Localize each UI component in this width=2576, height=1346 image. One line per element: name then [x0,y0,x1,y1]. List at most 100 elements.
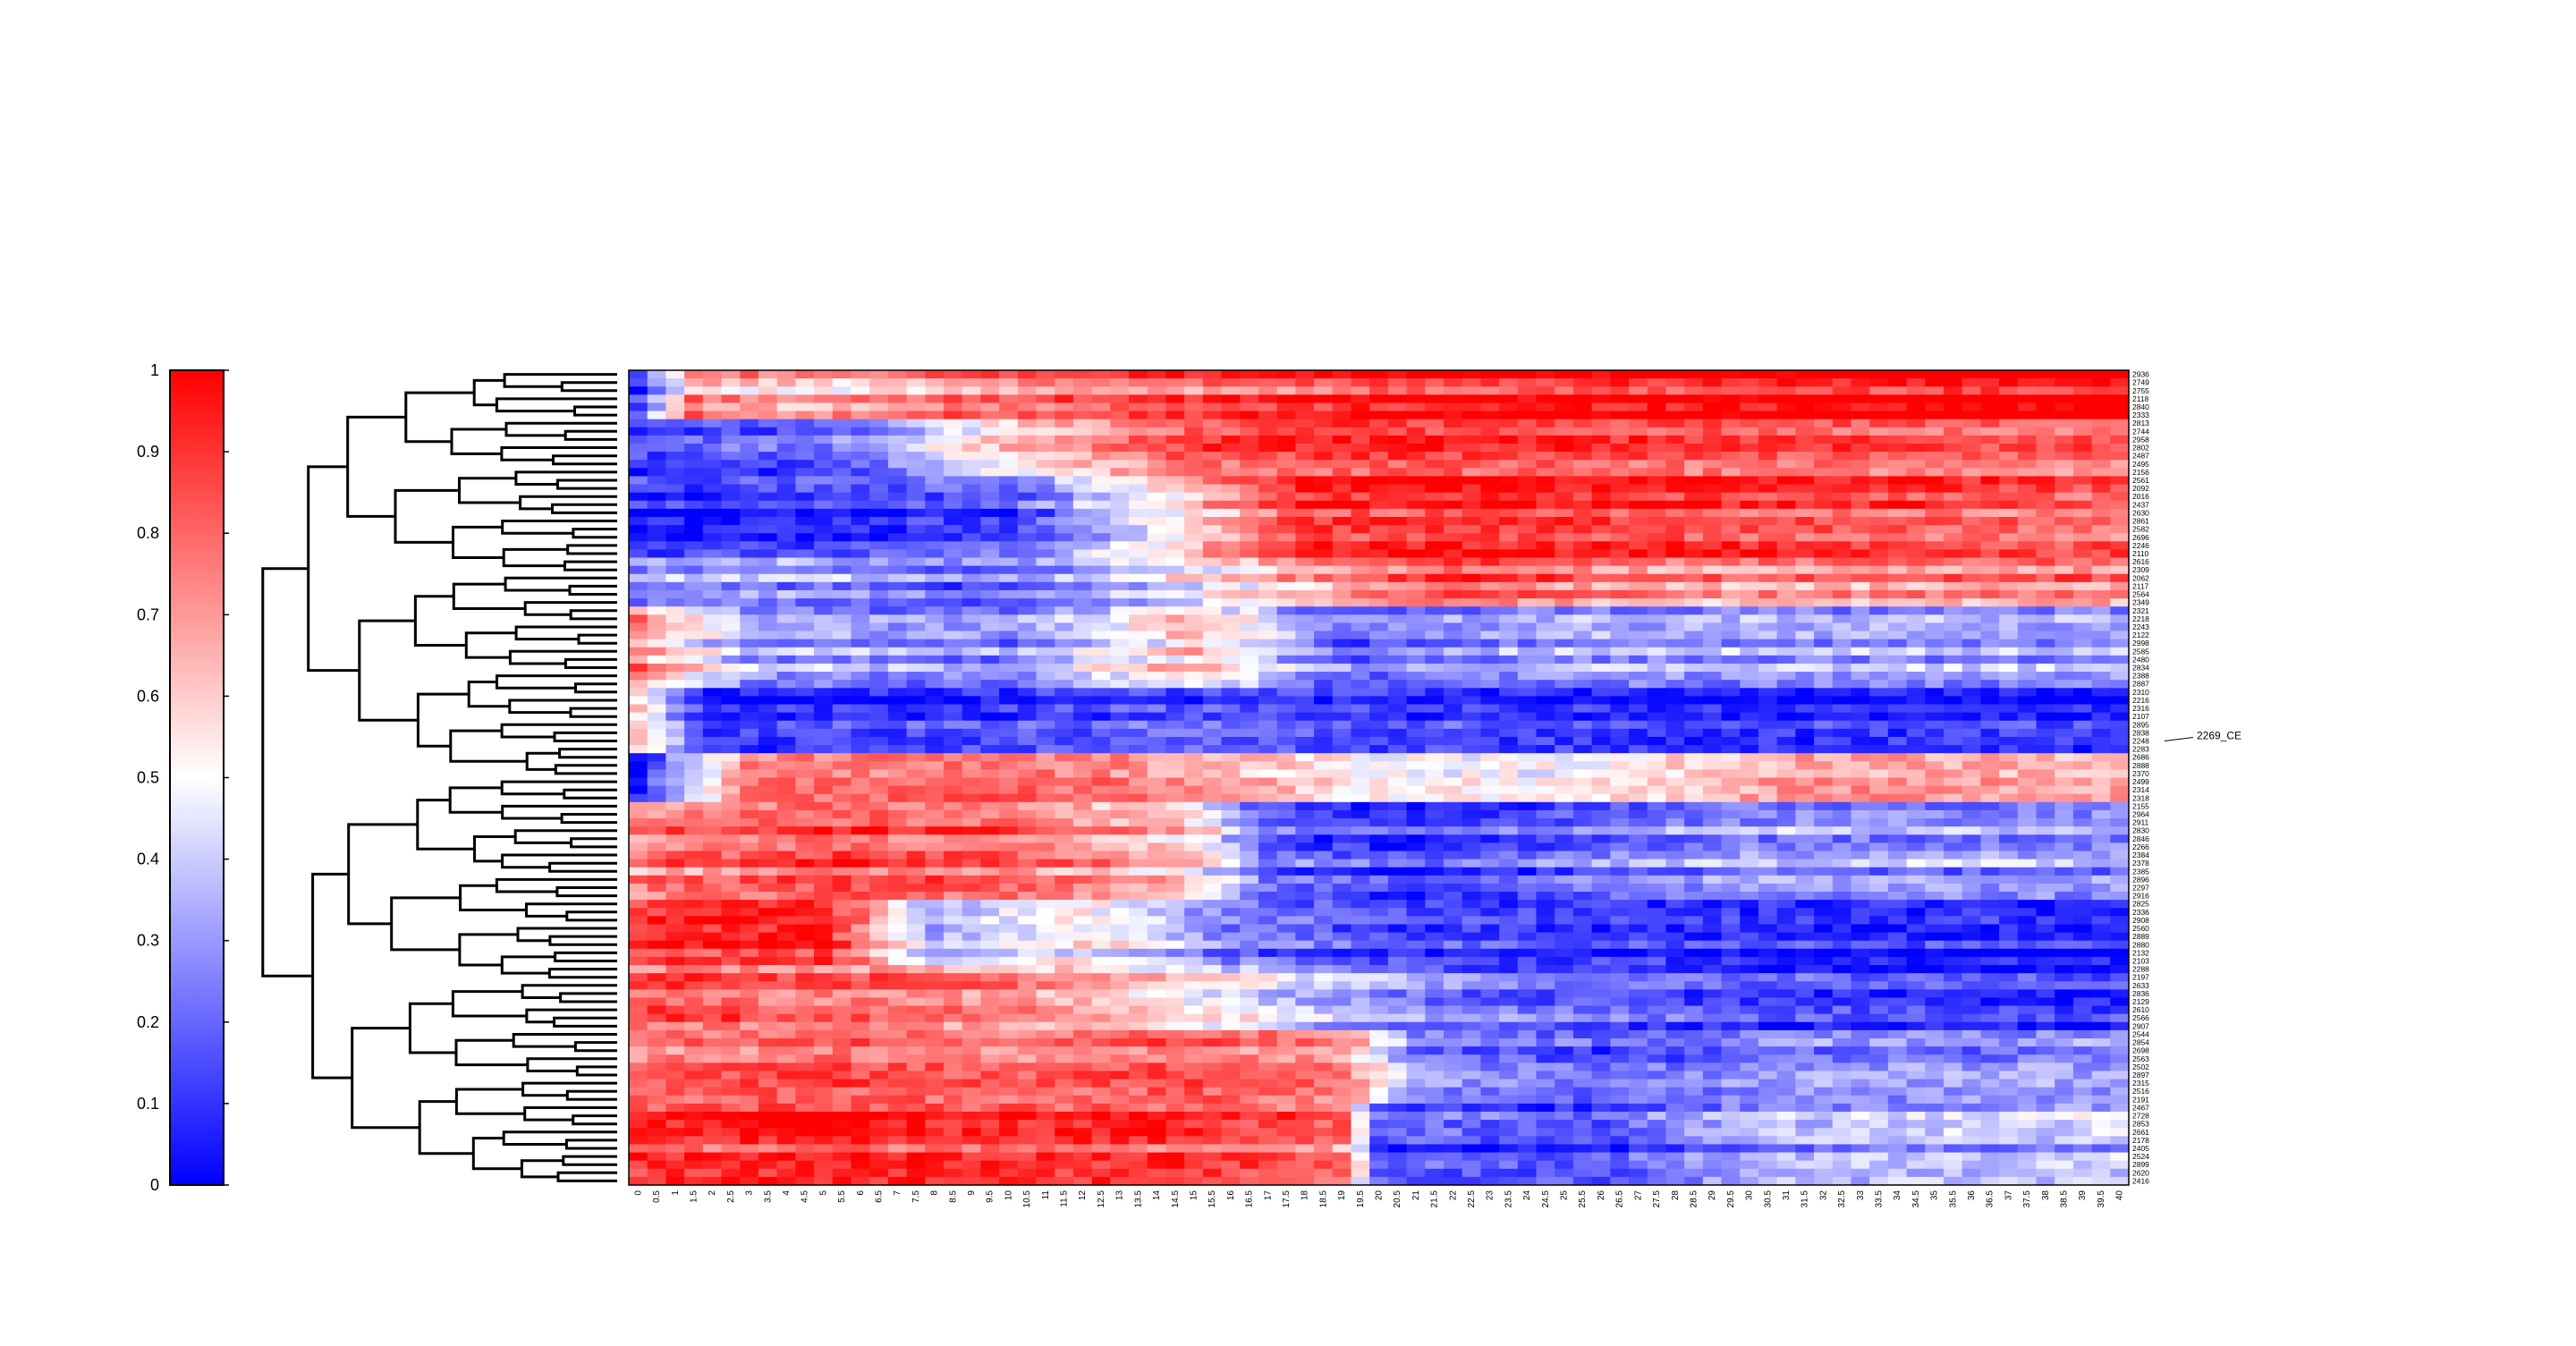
heatmap-cell [1258,370,1277,379]
heatmap-cell [1962,737,1981,746]
heatmap-cell [1018,402,1037,411]
heatmap-cell [1295,574,1314,583]
heatmap-cell [1184,753,1203,762]
heatmap-cell [888,525,907,534]
dendrogram-branch [504,1132,617,1145]
heatmap-cell [1222,598,1241,607]
heatmap-cell [1722,493,1741,502]
heatmap-cell [869,468,888,477]
dendrogram-branch [573,529,617,538]
heatmap-cell [1555,402,1573,411]
heatmap-cell [980,582,999,591]
heatmap-cell [1203,729,1222,738]
heatmap-cell [1055,386,1073,395]
heatmap-cell [1777,493,1796,502]
heatmap-cell [1203,493,1222,502]
heatmap-cell [833,525,852,534]
heatmap-cell [1240,509,1258,518]
heatmap-cell [1092,541,1111,550]
heatmap-cell [1499,802,1518,811]
heatmap-cell [2055,786,2073,795]
heatmap-cell [2110,436,2129,444]
heatmap-cell [851,761,869,770]
heatmap-cell [925,614,944,623]
heatmap-cell [1684,648,1703,656]
heatmap-cell [1184,761,1203,770]
heatmap-cell [925,509,944,518]
heatmap-cell [1888,729,1907,738]
heatmap-cell [1740,419,1758,428]
heatmap-cell [925,533,944,542]
heatmap-cell [1240,436,1258,444]
heatmap-cell [1703,590,1722,599]
heatmap-cell [1777,590,1796,599]
heatmap-cell [925,468,944,477]
heatmap-cell [907,468,926,477]
heatmap-cell [722,648,741,656]
heatmap-cell [1240,769,1258,778]
heatmap-cell [1814,705,1833,714]
heatmap-cell [1165,622,1184,631]
heatmap-cell [1907,533,1926,542]
heatmap-cell [1665,485,1684,494]
heatmap-cell [888,444,907,453]
heatmap-cell [1222,745,1241,754]
heatmap-cell [1295,452,1314,461]
heatmap-cell [1499,378,1518,387]
heatmap-cell [1462,582,1481,591]
heatmap-cell [2092,485,2111,494]
heatmap-cell [648,737,666,746]
heatmap-cell [1703,411,1722,420]
heatmap-cell [684,402,703,411]
heatmap-cell [1314,428,1333,436]
heatmap-cell [1722,485,1741,494]
heatmap-cell [1925,737,1944,746]
heatmap-cell [1665,745,1684,754]
heatmap-cell [1407,606,1426,615]
heatmap-cell [888,713,907,722]
heatmap-cell [944,721,962,730]
heatmap-cell [1295,394,1314,403]
heatmap-cell [684,631,703,640]
heatmap-cell [1369,729,1388,738]
heatmap-cell [1944,631,1962,640]
heatmap-cell [1665,411,1684,420]
heatmap-cell [888,606,907,615]
heatmap-cell [2073,566,2092,575]
heatmap-cell [758,753,777,762]
heatmap-cell [1629,598,1648,607]
heatmap-cell [1333,452,1352,461]
heatmap-cell [1999,648,2018,656]
heatmap-cell [1351,541,1369,550]
heatmap-cell [1462,485,1481,494]
heatmap-cell [1555,737,1573,746]
heatmap-cell [1610,614,1629,623]
heatmap-cell [1944,622,1962,631]
heatmap-cell [1592,370,1611,379]
heatmap-cell [944,745,962,754]
heatmap-cell [1814,378,1833,387]
heatmap-cell [777,411,796,420]
heatmap-cell [1907,566,1926,575]
heatmap-cell [1833,428,1852,436]
heatmap-cell [1222,386,1241,395]
heatmap-cell [1648,394,1666,403]
heatmap-cell [684,509,703,518]
heatmap-cell [814,590,833,599]
heatmap-cell [1573,851,1592,859]
heatmap-cell [1165,721,1184,730]
heatmap-cell [1629,411,1648,420]
heatmap-cell [1962,419,1981,428]
heatmap-cell [1648,476,1666,485]
heatmap-cell [1351,452,1369,461]
heatmap-cell [1962,664,1981,673]
heatmap-cell [1555,394,1573,403]
heatmap-cell [1740,737,1758,746]
heatmap-cell [1407,485,1426,494]
heatmap-cell [795,386,814,395]
heatmap-cell [1165,842,1184,851]
heatmap-cell [1684,541,1703,550]
heatmap-cell [1333,818,1352,827]
heatmap-cell [648,705,666,714]
heatmap-cell [684,745,703,754]
